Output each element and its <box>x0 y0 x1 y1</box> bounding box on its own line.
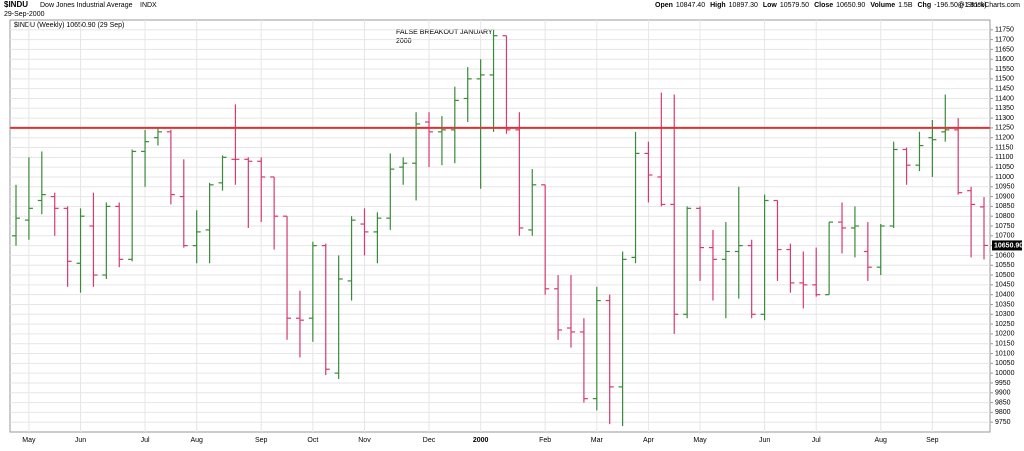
quote-value: 10897.30 <box>729 2 758 9</box>
y-tick-label: 9800 <box>995 409 1011 416</box>
y-tick-label: 11400 <box>995 95 1014 102</box>
y-tick-label: 9950 <box>995 380 1011 387</box>
y-tick-label: 10800 <box>995 213 1015 220</box>
last-price-box <box>992 240 1022 251</box>
quote-value: -196.50 (-1.81%) <box>934 2 987 9</box>
quote-label: Chg <box>918 2 932 9</box>
y-tick-label: 11700 <box>995 36 1014 43</box>
y-tick-label: 11200 <box>995 135 1014 142</box>
y-tick-label: 10150 <box>995 341 1015 348</box>
x-tick-label: 2000 <box>473 437 489 444</box>
quote-label: Low <box>763 2 778 9</box>
x-tick-label: Jul <box>812 437 821 444</box>
y-tick-label: 11100 <box>995 154 1014 161</box>
y-tick-label: 10250 <box>995 321 1015 328</box>
y-tick-label: 11000 <box>995 174 1014 181</box>
x-tick-label: Sep <box>926 437 939 444</box>
x-tick-label: Jun <box>75 437 86 444</box>
annotation: 2000 <box>396 38 412 45</box>
y-tick-label: 10700 <box>995 233 1015 240</box>
y-tick-label: 11650 <box>995 46 1014 53</box>
y-tick-label: 9850 <box>995 399 1011 406</box>
x-tick-label: Apr <box>643 437 655 444</box>
quote-label: Close <box>814 2 833 9</box>
x-tick-label: May <box>693 437 707 444</box>
y-tick-label: 10300 <box>995 311 1015 318</box>
x-tick-label: Jun <box>759 437 770 444</box>
x-tick-label: Aug <box>875 437 888 444</box>
quote-label: High <box>710 2 726 9</box>
x-tick-label: Mar <box>591 437 604 444</box>
y-tick-label: 10850 <box>995 203 1015 210</box>
y-tick-label: 10350 <box>995 301 1015 308</box>
x-tick-label: Sep <box>255 437 268 444</box>
y-tick-label: 11550 <box>995 66 1014 73</box>
y-tick-label: 10450 <box>995 282 1015 289</box>
quote-value: 10650.90 <box>836 2 865 9</box>
x-tick-label: Oct <box>307 437 318 444</box>
x-tick-label: Nov <box>358 437 371 444</box>
y-tick-label: 11250 <box>995 125 1014 132</box>
y-tick-label: 10100 <box>995 350 1015 357</box>
legend: $INDU (Weekly) 10650.90 (29 Sep) <box>14 22 124 29</box>
y-tick-label: 11750 <box>995 27 1014 34</box>
y-tick-label: 11500 <box>995 76 1014 83</box>
exchange: INDX <box>140 2 157 9</box>
credit: @ StockCharts.com <box>958 2 1021 9</box>
y-tick-label: 11050 <box>995 164 1014 171</box>
y-tick-label: 10950 <box>995 184 1015 191</box>
y-tick-label: 11350 <box>995 105 1014 112</box>
annotation: FALSE BREAKOUT JANUARY <box>396 29 493 36</box>
x-tick-label: Feb <box>539 437 551 444</box>
quote-value: 1.5B <box>898 2 913 9</box>
index-name: Dow Jones Industrial Average <box>40 2 133 9</box>
y-tick-label: 10200 <box>995 331 1015 338</box>
y-tick-label: 9750 <box>995 419 1011 426</box>
y-tick-label: 11150 <box>995 144 1014 151</box>
x-tick-label: May <box>22 437 36 444</box>
y-tick-label: 9900 <box>995 390 1011 397</box>
x-tick-label: Dec <box>423 437 436 444</box>
quote-value: 10579.50 <box>780 2 809 9</box>
y-tick-label: 10050 <box>995 360 1015 367</box>
y-tick-label: 11300 <box>995 115 1014 122</box>
quote-label: Open <box>655 2 673 9</box>
y-tick-label: 10500 <box>995 272 1015 279</box>
y-tick-label: 10400 <box>995 292 1015 299</box>
y-tick-label: 10550 <box>995 262 1015 269</box>
y-tick-label: 10750 <box>995 223 1015 230</box>
y-tick-label: 10000 <box>995 370 1015 377</box>
y-tick-label: 10900 <box>995 193 1015 200</box>
quote-value: 10847.40 <box>676 2 705 9</box>
quote-label: Volume <box>870 2 895 9</box>
y-tick-label: 10600 <box>995 252 1015 259</box>
last-price-label: 10650.90 <box>994 242 1023 249</box>
symbol: $INDU <box>4 0 28 9</box>
x-tick-label: Jul <box>141 437 150 444</box>
y-tick-label: 11450 <box>995 86 1014 93</box>
x-tick-label: Aug <box>190 437 203 444</box>
y-tick-label: 11600 <box>995 56 1014 63</box>
date: 29-Sep-2000 <box>4 11 45 18</box>
